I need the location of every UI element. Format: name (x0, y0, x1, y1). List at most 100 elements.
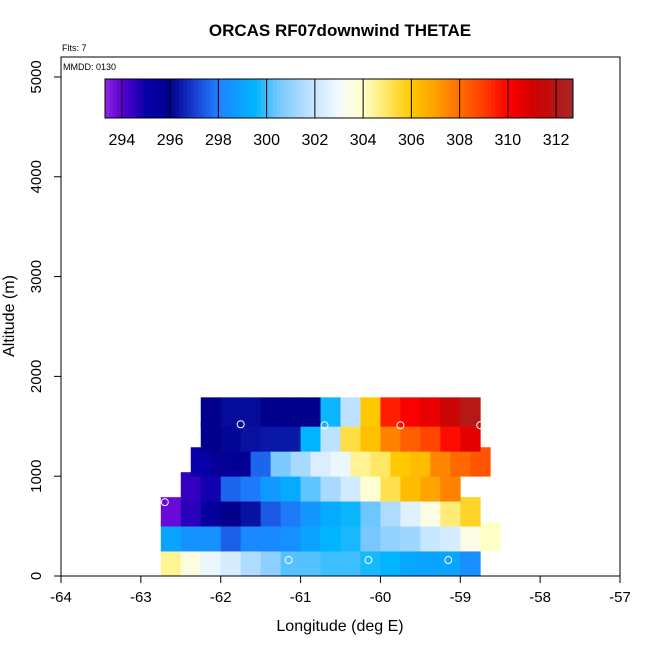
colorbar-swatch (389, 79, 395, 118)
x-tick-label: -57 (609, 589, 631, 606)
heatmap-cell (360, 522, 381, 552)
colorbar-swatch (327, 79, 332, 118)
colorbar-swatch (194, 79, 200, 118)
heatmap-cell (480, 522, 501, 552)
colorbar-swatch (144, 79, 149, 118)
heatmap-cell (260, 422, 282, 452)
sample-point (476, 421, 485, 430)
colorbar-swatch (206, 79, 211, 118)
heatmap-cell (320, 522, 341, 552)
x-axis-label: Longitude (deg E) (276, 618, 403, 635)
colorbar-swatch (105, 79, 110, 118)
heatmap-cell (320, 547, 341, 577)
heatmap-cell (420, 547, 441, 577)
heatmap-cell (340, 497, 361, 527)
heatmap-cell (300, 422, 321, 452)
heatmap-cell (220, 522, 242, 552)
colorbar-swatch (108, 79, 114, 118)
colorbar-swatch (506, 79, 512, 118)
heatmap-cell (440, 397, 461, 427)
heatmap-cell (440, 547, 461, 577)
colorbar-swatch (229, 79, 235, 118)
colorbar-tick-label: 308 (446, 132, 473, 149)
heatmap-cell (280, 422, 301, 452)
heatmap-cell (400, 397, 421, 427)
colorbar-swatch (179, 79, 184, 118)
heatmap-cell (400, 497, 421, 527)
heatmap-cell (360, 397, 381, 427)
heatmap-cell (400, 472, 421, 502)
heatmap-cell (200, 547, 222, 577)
heatmap-cell (340, 522, 361, 552)
colorbar-swatch (296, 79, 301, 118)
colorbar-swatch (549, 79, 554, 118)
colorbar-swatch (471, 79, 476, 118)
colorbar-swatch (288, 79, 293, 118)
colorbar-swatch (233, 79, 239, 118)
colorbar-swatch (444, 79, 449, 118)
colorbar-tick-label: 298 (205, 132, 232, 149)
colorbar-swatch (218, 79, 223, 118)
colorbar-swatch (463, 79, 469, 118)
heatmap-cell (280, 397, 301, 427)
heatmap-cell (440, 522, 461, 552)
heatmap-cell (280, 547, 301, 577)
heatmap-cell (290, 447, 311, 477)
heatmap-cell (250, 447, 272, 477)
colorbar-swatch (245, 79, 250, 118)
heatmap-cell (380, 497, 401, 527)
colorbar-swatch (448, 79, 453, 118)
colorbar-swatch (483, 79, 488, 118)
flights-note: Flts: 7 (62, 43, 87, 53)
colorbar-swatch (319, 79, 324, 118)
colorbar-swatch (261, 79, 266, 118)
heatmap-cell (470, 447, 491, 477)
heatmap-cell (320, 472, 341, 502)
sample-point (284, 556, 293, 565)
colorbar-swatch (522, 79, 527, 118)
colorbar-swatch (272, 79, 278, 118)
heatmap-cell (200, 472, 222, 502)
heatmap-cell (280, 497, 301, 527)
heatmap-cell (220, 397, 242, 427)
heatmap-cell (180, 522, 202, 552)
heatmap-cell (360, 472, 381, 502)
date-note: MMDD: 0130 (63, 62, 116, 72)
colorbar-swatch (292, 79, 297, 118)
colorbar-swatch (417, 79, 422, 118)
heatmap-cell (350, 447, 371, 477)
heatmap-cell (400, 547, 421, 577)
colorbar-swatch (459, 79, 465, 118)
heatmap-cell (220, 547, 242, 577)
colorbar-swatch (545, 79, 551, 118)
heatmap-cell (390, 447, 411, 477)
x-tick-label: -61 (290, 589, 312, 606)
heatmap-cell (240, 397, 262, 427)
heatmap-cell (190, 447, 212, 477)
colorbar-swatch (456, 79, 461, 118)
x-tick-label: -60 (370, 589, 392, 606)
colorbar-swatch (249, 79, 254, 118)
colorbar-swatch (186, 79, 192, 118)
colorbar-swatch (136, 79, 141, 118)
colorbar-swatch (335, 79, 340, 118)
colorbar-tick-label: 304 (350, 132, 377, 149)
colorbar-swatch (569, 79, 574, 118)
colorbar-swatch (214, 79, 219, 118)
heatmap-cell (210, 447, 232, 477)
heatmap-cell (460, 547, 481, 577)
colorbar-frame (104, 78, 574, 119)
heatmap-cell (280, 522, 301, 552)
heatmap-cell (200, 422, 222, 452)
heatmap-cell (380, 422, 401, 452)
heatmap-cell (160, 522, 182, 552)
colorbar-swatch (537, 79, 543, 118)
colorbar-tick-label: 312 (543, 132, 570, 149)
colorbar-swatch (159, 79, 164, 118)
heatmap-cell (310, 447, 331, 477)
colorbar-swatch (413, 79, 418, 118)
colorbar-swatch (175, 79, 180, 118)
colorbar-swatch (440, 79, 445, 118)
heatmap-cell (260, 547, 282, 577)
